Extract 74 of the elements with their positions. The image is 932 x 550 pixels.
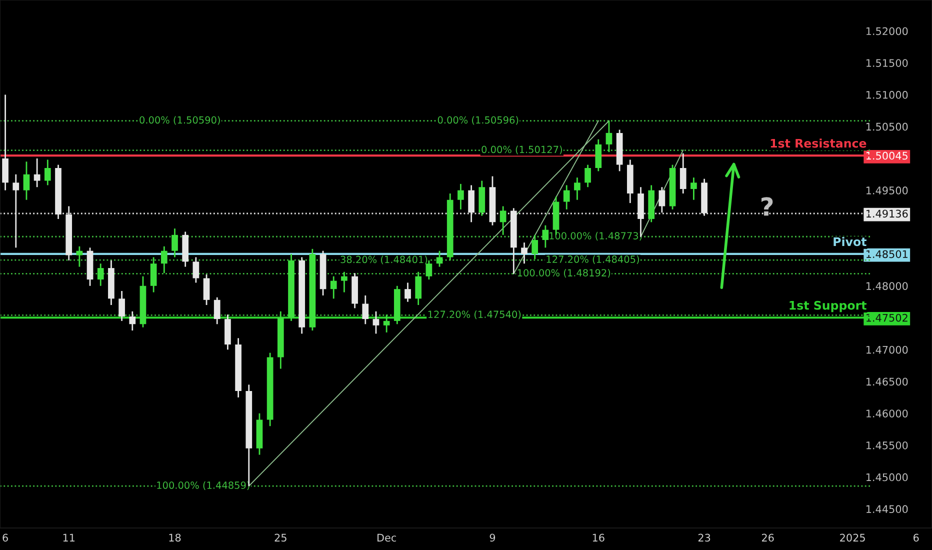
candlestick xyxy=(372,310,380,334)
x-tick-label: 6 xyxy=(914,534,919,542)
y-tick-label: 1.45500 xyxy=(866,441,908,450)
y-tick-label: 1.46500 xyxy=(866,378,908,386)
candlestick xyxy=(595,138,602,172)
x-tick-label: 23 xyxy=(698,534,710,542)
candlestick xyxy=(214,296,220,325)
x-tick-label: 2025 xyxy=(840,534,865,542)
y-tick-label: 1.47000 xyxy=(866,346,908,354)
y-tick-label: 1.47502 xyxy=(866,314,908,322)
candlestick xyxy=(203,274,210,306)
ref-line-label: 1st Support xyxy=(790,300,866,312)
annotation: 100.00% (1.48773) xyxy=(550,232,642,241)
ref-line-label: 1st Resistance xyxy=(770,138,866,148)
annotation: 127.20% (1.47540) xyxy=(428,310,521,320)
candlestick xyxy=(192,256,200,284)
y-tick-label: 1.46000 xyxy=(866,410,908,418)
annotation: 0.00% (1.50590) xyxy=(140,116,220,125)
y-tick-label: 1.48501 xyxy=(866,250,908,258)
candlestick xyxy=(542,224,549,248)
candlestick xyxy=(436,250,443,268)
candlestick xyxy=(500,206,506,236)
x-tick-label: Dec xyxy=(378,534,396,542)
x-tick-label: 9 xyxy=(490,534,496,542)
x-tick-label: 11 xyxy=(63,534,75,542)
annotation: 127.20% (1.48405) xyxy=(546,255,639,264)
candlestick xyxy=(574,176,580,201)
candlestick xyxy=(150,256,157,293)
candlestick xyxy=(172,228,178,258)
annotation: ? xyxy=(762,197,773,216)
candlestick xyxy=(532,234,538,260)
candlestick xyxy=(584,164,591,188)
annotation: 38.20% (1.48401) xyxy=(340,256,428,264)
x-tick-label: 6 xyxy=(2,534,8,542)
candlestick xyxy=(563,184,570,210)
x-tick-label: 25 xyxy=(274,534,286,542)
y-tick-label: 1.50500 xyxy=(866,122,908,131)
candlestick xyxy=(383,314,390,334)
y-tick-label: 1.45000 xyxy=(866,473,908,482)
candlestick xyxy=(415,271,422,306)
y-tick-label: 1.48000 xyxy=(866,282,908,290)
candlestick xyxy=(458,183,464,210)
ref-line-label: Pivot xyxy=(834,236,866,246)
candlestick xyxy=(341,271,348,293)
candlestick xyxy=(118,290,125,322)
y-tick-label: 1.51500 xyxy=(866,59,908,67)
candlestick xyxy=(426,260,432,280)
candlestick xyxy=(76,246,83,268)
candlestick xyxy=(362,294,369,325)
y-tick-label: 1.49136 xyxy=(866,210,908,218)
annotation: 0.00% (1.50127) xyxy=(482,146,562,154)
annotation: 100.00% (1.44859) xyxy=(157,481,250,490)
candlestick xyxy=(160,246,168,274)
candlestick xyxy=(680,152,686,194)
candlestick xyxy=(44,159,51,186)
y-tick-label: 1.49500 xyxy=(866,186,908,194)
annotation: 0.00% (1.50596) xyxy=(438,116,518,125)
candlestick xyxy=(690,176,697,201)
y-tick-label: 1.51000 xyxy=(866,90,908,99)
candlestick xyxy=(606,120,612,153)
candlestick xyxy=(330,276,337,300)
annotation: 100.00% (1.48192) xyxy=(518,268,610,278)
x-tick-label: 18 xyxy=(169,534,181,542)
candlestick xyxy=(521,242,528,264)
candlestick xyxy=(97,262,104,287)
x-tick-label: 16 xyxy=(592,534,604,542)
candlestick xyxy=(658,186,666,214)
candlestick xyxy=(129,310,136,332)
y-tick-label: 1.50045 xyxy=(866,152,908,160)
y-tick-label: 1.44500 xyxy=(866,505,908,514)
candlestick xyxy=(404,282,411,303)
y-tick-label: 1.52000 xyxy=(866,27,908,36)
x-tick-label: 26 xyxy=(762,534,774,542)
candlestick xyxy=(23,160,30,201)
